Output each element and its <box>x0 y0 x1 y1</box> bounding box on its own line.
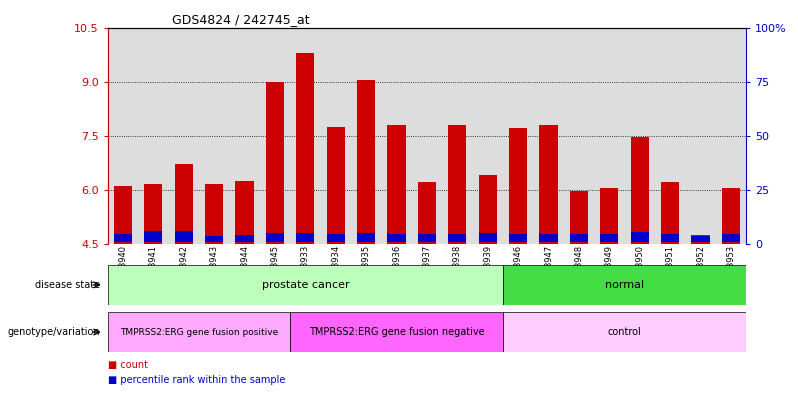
Bar <box>600 188 618 244</box>
Bar <box>655 28 685 244</box>
Bar <box>509 233 527 242</box>
Bar <box>661 233 679 242</box>
Bar <box>533 28 563 244</box>
Bar <box>387 125 405 244</box>
Bar <box>600 233 618 242</box>
Bar <box>144 184 163 244</box>
Bar <box>630 232 649 242</box>
Bar <box>691 236 709 242</box>
Text: TMPRSS2:ERG gene fusion negative: TMPRSS2:ERG gene fusion negative <box>309 327 484 337</box>
Text: normal: normal <box>605 280 644 290</box>
Bar <box>472 28 503 244</box>
Bar <box>387 233 405 242</box>
Bar <box>168 28 199 244</box>
Bar <box>108 312 290 352</box>
Bar <box>326 127 345 244</box>
Text: ■ count: ■ count <box>108 360 148 370</box>
Bar <box>199 28 229 244</box>
Bar <box>503 28 533 244</box>
Bar <box>138 28 168 244</box>
Bar <box>357 233 375 242</box>
Bar <box>205 237 223 242</box>
Bar <box>108 28 138 244</box>
Text: control: control <box>607 327 642 337</box>
Bar <box>321 28 351 244</box>
Bar <box>448 233 467 242</box>
Bar <box>229 28 259 244</box>
Text: TMPRSS2:ERG gene fusion positive: TMPRSS2:ERG gene fusion positive <box>120 328 278 336</box>
Bar <box>595 28 625 244</box>
Bar <box>351 28 381 244</box>
Text: prostate cancer: prostate cancer <box>262 280 350 290</box>
Bar <box>412 28 442 244</box>
Bar <box>539 125 558 244</box>
Bar <box>691 235 709 244</box>
Bar <box>114 234 132 242</box>
Bar <box>442 28 472 244</box>
Bar <box>175 164 193 244</box>
Bar <box>357 80 375 244</box>
Bar <box>108 265 503 305</box>
Bar <box>418 182 436 244</box>
Bar <box>509 129 527 244</box>
Bar <box>290 312 503 352</box>
Bar <box>144 231 163 242</box>
Text: GDS4824 / 242745_at: GDS4824 / 242745_at <box>172 13 309 26</box>
Bar <box>563 28 595 244</box>
Bar <box>205 184 223 244</box>
Bar <box>235 235 254 242</box>
Bar <box>722 234 740 242</box>
Bar <box>290 28 321 244</box>
Bar <box>570 191 588 244</box>
Bar <box>296 233 314 242</box>
Bar <box>685 28 716 244</box>
Text: disease state: disease state <box>34 280 100 290</box>
Bar <box>570 233 588 242</box>
Bar <box>114 186 132 244</box>
Bar <box>418 233 436 242</box>
Bar <box>630 138 649 244</box>
Text: ■ percentile rank within the sample: ■ percentile rank within the sample <box>108 375 285 385</box>
Bar <box>235 181 254 244</box>
Bar <box>259 28 290 244</box>
Bar <box>479 233 497 242</box>
Bar <box>175 231 193 242</box>
Text: genotype/variation: genotype/variation <box>7 327 100 337</box>
Bar <box>539 233 558 242</box>
Bar <box>503 312 746 352</box>
Bar <box>625 28 655 244</box>
Bar <box>661 182 679 244</box>
Bar <box>266 81 284 244</box>
Bar <box>296 53 314 244</box>
Bar <box>448 125 467 244</box>
Bar <box>479 175 497 244</box>
Bar <box>503 265 746 305</box>
Bar <box>381 28 412 244</box>
Bar <box>716 28 746 244</box>
Bar <box>722 188 740 244</box>
Bar <box>266 233 284 242</box>
Bar <box>326 233 345 242</box>
